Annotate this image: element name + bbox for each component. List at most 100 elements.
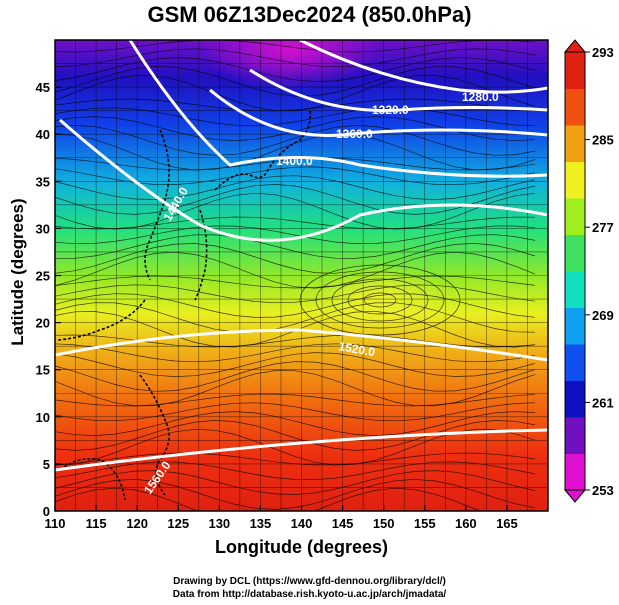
streamline bbox=[55, 487, 482, 511]
x-tick-label: 165 bbox=[496, 516, 518, 531]
contour-label: 1360.0 bbox=[336, 127, 373, 141]
x-axis-label: Longitude (degrees) bbox=[214, 537, 388, 557]
colorbar-tick-label: 293 bbox=[592, 45, 614, 60]
colorbar-frame bbox=[564, 51, 586, 491]
streamline bbox=[55, 175, 536, 200]
streamline bbox=[55, 234, 536, 259]
streamline bbox=[55, 48, 536, 68]
y-tick-label: 10 bbox=[36, 410, 50, 425]
coastlines bbox=[57, 109, 312, 501]
streamline bbox=[55, 40, 536, 53]
y-tick-label: 0 bbox=[43, 504, 50, 519]
streamline bbox=[55, 352, 536, 377]
y-tick-label: 15 bbox=[36, 363, 50, 378]
colorbar-tick-label: 261 bbox=[592, 395, 614, 410]
contour-label: 1520.0 bbox=[337, 339, 376, 359]
contour-1560 bbox=[55, 428, 548, 472]
colorbar-cell bbox=[565, 271, 585, 308]
coast-south-china bbox=[57, 299, 146, 341]
y-tick-label: 20 bbox=[36, 316, 50, 331]
y-tick-label: 45 bbox=[36, 80, 50, 95]
streamline bbox=[55, 275, 536, 289]
streamline bbox=[55, 225, 536, 245]
colorbar-cell bbox=[565, 52, 585, 89]
streamline bbox=[55, 334, 536, 348]
coast-philippines bbox=[139, 374, 170, 496]
x-tick-label: 130 bbox=[208, 516, 230, 531]
streamline bbox=[55, 107, 536, 127]
contour-1400 bbox=[128, 40, 548, 178]
colorbar-cell bbox=[565, 307, 585, 345]
streamline bbox=[55, 420, 536, 451]
streamline bbox=[55, 470, 536, 495]
colorbar-cell bbox=[565, 161, 585, 199]
streamline bbox=[55, 57, 536, 82]
colorbar-cell bbox=[565, 380, 585, 418]
streamline bbox=[315, 271, 445, 329]
contour-1320 bbox=[249, 68, 548, 112]
x-tick-label: 110 bbox=[45, 516, 66, 531]
x-tick-label: 140 bbox=[291, 516, 313, 531]
streamline bbox=[55, 452, 536, 466]
warm-anticyclone bbox=[310, 265, 450, 335]
y-tick-label: 30 bbox=[36, 221, 50, 236]
y-tick-label: 25 bbox=[36, 269, 50, 284]
y-tick-label: 35 bbox=[36, 174, 50, 189]
streamline bbox=[55, 411, 536, 436]
streamline bbox=[55, 251, 536, 289]
streamline bbox=[363, 292, 397, 308]
colorbar-cell bbox=[565, 344, 585, 381]
streamline bbox=[55, 166, 536, 186]
x-tick-label: 150 bbox=[373, 516, 395, 531]
streamline bbox=[55, 192, 536, 230]
geopotential-contours bbox=[55, 40, 548, 472]
streamline bbox=[331, 278, 429, 322]
x-tick-label: 115 bbox=[86, 516, 107, 531]
streamline bbox=[55, 133, 536, 171]
streamline bbox=[55, 66, 536, 97]
colorbar-tick-label: 269 bbox=[592, 308, 614, 323]
streamline bbox=[55, 125, 536, 156]
streamline bbox=[55, 402, 536, 422]
credit-data-source: Data from http://database.rish.kyoto-u.a… bbox=[172, 589, 447, 600]
streamline bbox=[55, 461, 536, 481]
contour-1360 bbox=[209, 88, 548, 137]
x-tick-label: 155 bbox=[414, 516, 436, 531]
streamline bbox=[55, 293, 536, 318]
streamline bbox=[55, 284, 536, 304]
colorbar-cell bbox=[565, 234, 585, 272]
coast-japan bbox=[214, 109, 312, 191]
colorbar-cell bbox=[565, 125, 585, 162]
colorbar-tick-label: 253 bbox=[592, 483, 614, 498]
contour-1280 bbox=[299, 40, 548, 94]
streamline bbox=[55, 361, 536, 392]
colorbar-tick-label: 285 bbox=[592, 133, 614, 148]
x-tick-label: 135 bbox=[250, 516, 272, 531]
contour-label: 1400.0 bbox=[276, 154, 313, 168]
map-title: GSM 06Z13Dec2024 (850.0hPa) bbox=[147, 2, 472, 27]
colorbar-cell bbox=[565, 88, 585, 126]
streamline bbox=[55, 343, 536, 363]
contour-label: 1320.0 bbox=[372, 103, 409, 117]
colorbar-min-arrow bbox=[563, 489, 587, 503]
streamline bbox=[55, 184, 536, 215]
x-tick-label: 145 bbox=[332, 516, 354, 531]
coast-korea-china bbox=[144, 129, 170, 281]
streamline bbox=[55, 393, 536, 407]
x-tick-label: 125 bbox=[167, 516, 189, 531]
streamline bbox=[299, 264, 461, 336]
colorbar-tick-label: 277 bbox=[592, 220, 614, 235]
cold-core bbox=[200, 40, 380, 90]
contour-label: 1280.0 bbox=[462, 90, 499, 104]
x-axis-ticks: 110 115 120 125 130 135 140 145 150 155 160 165 bbox=[45, 505, 518, 531]
x-tick-label: 160 bbox=[455, 516, 477, 531]
contour-1520 bbox=[55, 328, 548, 362]
colorbar-cell bbox=[565, 453, 585, 491]
colorbar-cell bbox=[565, 198, 585, 235]
coast-ryukyu bbox=[194, 209, 208, 301]
x-tick-label: 120 bbox=[126, 516, 148, 531]
contour-1440 bbox=[59, 118, 548, 242]
colorbar-cell bbox=[565, 417, 585, 454]
streamline bbox=[55, 243, 536, 274]
